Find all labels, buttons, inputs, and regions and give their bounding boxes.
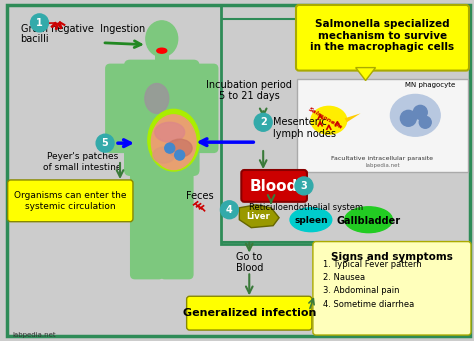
FancyBboxPatch shape bbox=[296, 5, 469, 71]
Ellipse shape bbox=[151, 115, 196, 169]
Circle shape bbox=[96, 134, 114, 152]
Text: 5: 5 bbox=[102, 138, 109, 148]
Text: 4: 4 bbox=[226, 205, 233, 215]
FancyBboxPatch shape bbox=[187, 64, 219, 153]
Text: Signs and symptoms: Signs and symptoms bbox=[330, 252, 452, 263]
FancyBboxPatch shape bbox=[8, 180, 133, 222]
Ellipse shape bbox=[148, 109, 200, 171]
Text: labpedia.net: labpedia.net bbox=[365, 163, 400, 167]
Text: Blood: Blood bbox=[250, 179, 298, 194]
FancyBboxPatch shape bbox=[241, 170, 307, 202]
Polygon shape bbox=[239, 205, 279, 228]
Circle shape bbox=[295, 177, 313, 195]
Text: Facultative intracellular parasite: Facultative intracellular parasite bbox=[331, 155, 434, 161]
Ellipse shape bbox=[290, 208, 332, 232]
Ellipse shape bbox=[146, 21, 178, 57]
Text: Incubation period
5 to 21 days: Incubation period 5 to 21 days bbox=[206, 80, 292, 101]
FancyBboxPatch shape bbox=[7, 5, 470, 336]
Text: Feces: Feces bbox=[186, 191, 213, 201]
Ellipse shape bbox=[145, 84, 169, 113]
Text: 2: 2 bbox=[260, 117, 266, 127]
Circle shape bbox=[401, 110, 416, 126]
Polygon shape bbox=[345, 113, 361, 122]
FancyBboxPatch shape bbox=[124, 60, 200, 176]
Text: labpedia.net: labpedia.net bbox=[13, 332, 56, 338]
Ellipse shape bbox=[345, 207, 392, 233]
FancyBboxPatch shape bbox=[130, 160, 164, 279]
Text: Gallbladder: Gallbladder bbox=[337, 216, 401, 226]
Circle shape bbox=[165, 143, 175, 153]
Circle shape bbox=[254, 113, 272, 131]
Text: Gram negative  Ingestion: Gram negative Ingestion bbox=[20, 24, 145, 34]
FancyBboxPatch shape bbox=[160, 160, 193, 279]
Text: Mesenteric
lymph nodes: Mesenteric lymph nodes bbox=[273, 117, 336, 139]
FancyBboxPatch shape bbox=[297, 78, 468, 172]
Circle shape bbox=[419, 116, 431, 128]
FancyBboxPatch shape bbox=[313, 241, 471, 335]
Ellipse shape bbox=[391, 94, 440, 136]
Text: Liver: Liver bbox=[246, 212, 270, 221]
FancyBboxPatch shape bbox=[105, 64, 137, 153]
Text: Go to
Blood: Go to Blood bbox=[236, 252, 263, 273]
Ellipse shape bbox=[157, 48, 167, 53]
Ellipse shape bbox=[153, 147, 175, 163]
Text: 1. Typical Fever pattern
2. Nausea
3. Abdominal pain
4. Sometime diarrhea: 1. Typical Fever pattern 2. Nausea 3. Ab… bbox=[323, 260, 421, 309]
Text: Reticuloendothelial system: Reticuloendothelial system bbox=[249, 203, 363, 212]
Polygon shape bbox=[356, 68, 375, 80]
Ellipse shape bbox=[167, 139, 192, 157]
FancyBboxPatch shape bbox=[155, 55, 169, 69]
FancyBboxPatch shape bbox=[187, 296, 312, 330]
Text: bacilli: bacilli bbox=[20, 34, 49, 44]
Text: Salmonella: Salmonella bbox=[308, 106, 344, 130]
Circle shape bbox=[30, 14, 48, 32]
Text: Salmonella specialized
mechanism to survive
in the macrophagic cells: Salmonella specialized mechanism to surv… bbox=[310, 19, 455, 53]
Circle shape bbox=[175, 150, 185, 160]
Text: Organisms can enter the
systemic circulation: Organisms can enter the systemic circula… bbox=[14, 191, 127, 210]
Text: spleen: spleen bbox=[294, 216, 328, 225]
Circle shape bbox=[220, 201, 238, 219]
Circle shape bbox=[413, 105, 427, 119]
Text: Peyer's patches
of small intestine: Peyer's patches of small intestine bbox=[43, 152, 121, 172]
Text: Generalized infection: Generalized infection bbox=[182, 308, 316, 318]
Text: MN phagocyte: MN phagocyte bbox=[405, 81, 456, 88]
Text: 1: 1 bbox=[36, 18, 43, 28]
Text: 3: 3 bbox=[301, 181, 307, 191]
Ellipse shape bbox=[155, 122, 185, 142]
Ellipse shape bbox=[311, 106, 346, 134]
